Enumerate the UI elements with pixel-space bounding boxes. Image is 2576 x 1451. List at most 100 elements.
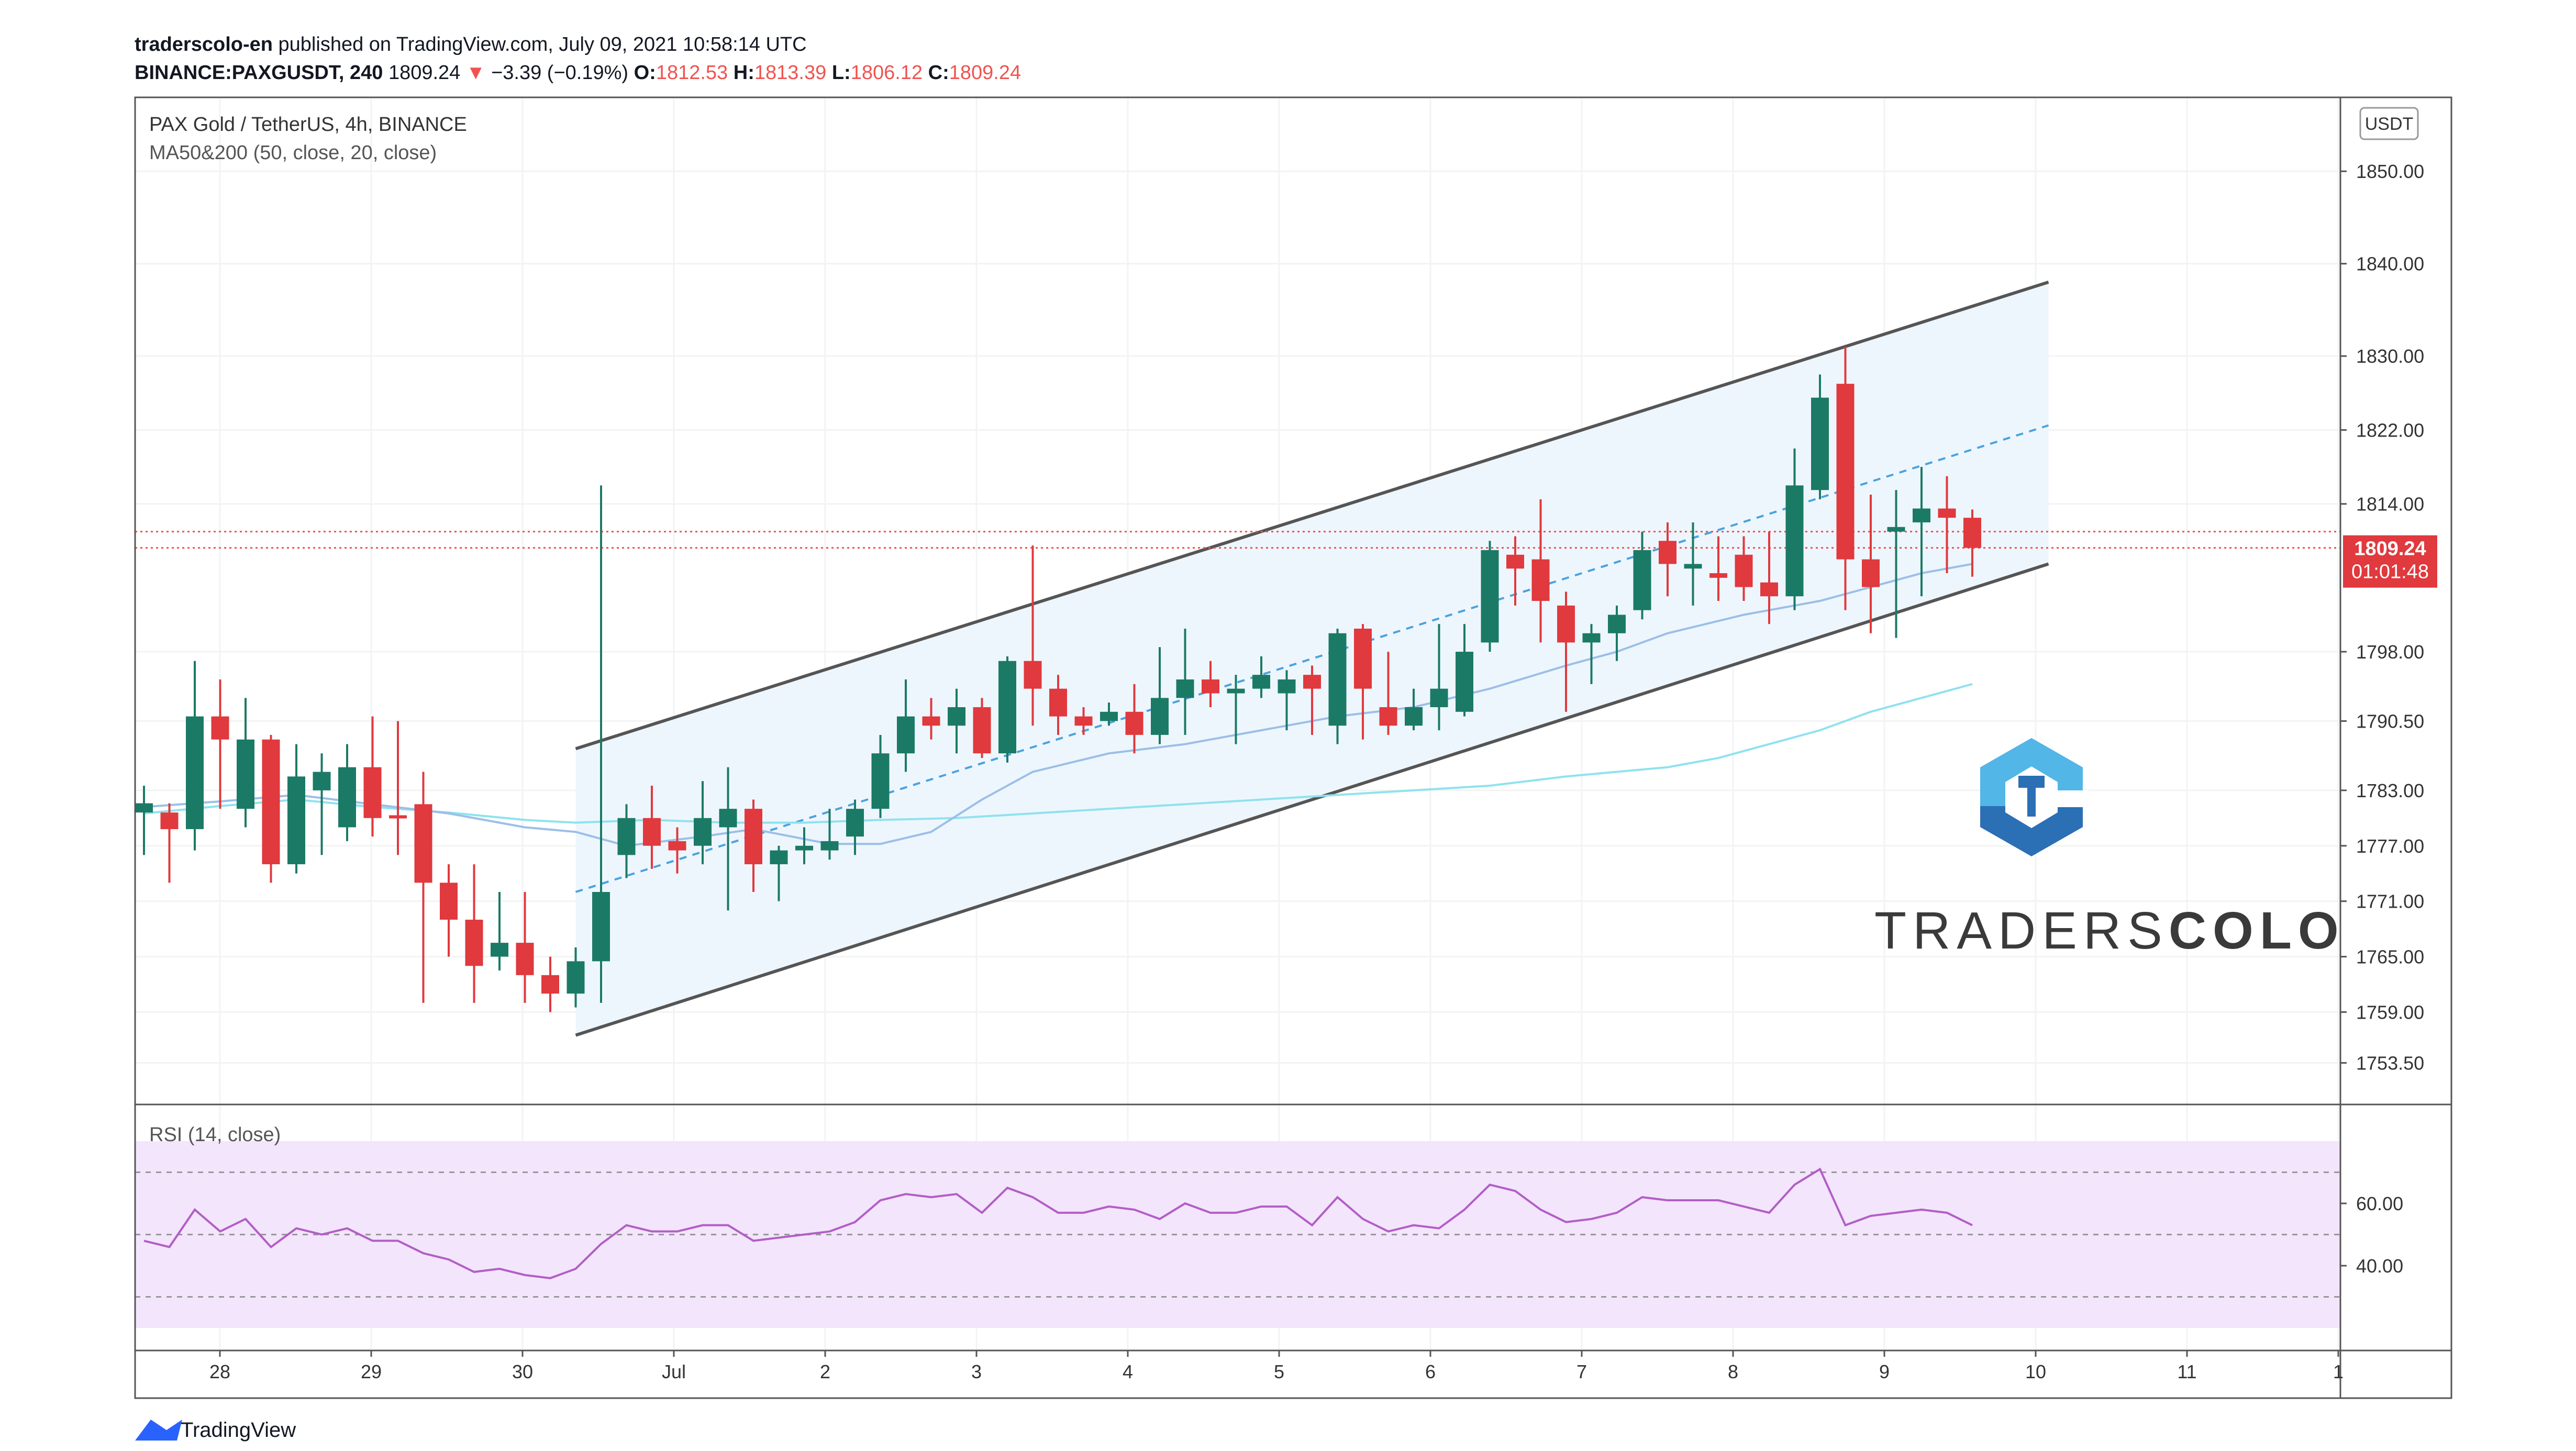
candle-body bbox=[1481, 550, 1499, 643]
publish-line: traderscolo-en published on TradingView.… bbox=[135, 34, 807, 56]
candle-down bbox=[1659, 522, 1676, 597]
candle-body bbox=[1202, 679, 1219, 694]
candle-body bbox=[1024, 661, 1042, 689]
candle-up bbox=[1430, 624, 1448, 731]
candle-down bbox=[1506, 536, 1524, 606]
rsi-ticks: 60.00 40.00 bbox=[2340, 1193, 2403, 1277]
open-label: O: bbox=[634, 62, 656, 84]
candle-body bbox=[338, 767, 356, 828]
candle-up bbox=[871, 734, 890, 818]
candle-body bbox=[745, 809, 762, 865]
rsi-tick-label: 40.00 bbox=[2356, 1255, 2403, 1277]
candle-down bbox=[1531, 499, 1550, 643]
time-tick-label: 3 bbox=[971, 1361, 982, 1382]
time-tick-label: 30 bbox=[512, 1361, 533, 1382]
candle-up bbox=[1328, 628, 1347, 744]
footer-brand[interactable]: TradingView bbox=[181, 1419, 296, 1442]
candle-body bbox=[1811, 397, 1829, 490]
symbol-label: BINANCE:PAXGUSDT, 240 bbox=[135, 62, 383, 84]
candle-up bbox=[287, 744, 305, 874]
channel-fill bbox=[575, 282, 2049, 1035]
brand-light: TRADERS bbox=[1874, 901, 2169, 960]
candle-body bbox=[998, 661, 1016, 754]
last-price-label: 1809.24 bbox=[2354, 538, 2426, 560]
candle-body bbox=[287, 776, 305, 865]
time-tick-label: 9 bbox=[1879, 1361, 1890, 1382]
candle-up bbox=[186, 661, 204, 851]
price-tick-label: 1759.00 bbox=[2356, 1001, 2424, 1023]
candle-body bbox=[1328, 633, 1347, 726]
candle-down bbox=[1836, 347, 1855, 610]
currency-label: USDT bbox=[2365, 114, 2414, 134]
time-axis: 28 29 30 Jul 2 3 4 5 6 7 8 9 10 11 1 bbox=[209, 1350, 2344, 1382]
candle-up bbox=[135, 786, 153, 855]
candle-body bbox=[1862, 559, 1880, 587]
candle-body bbox=[1608, 615, 1626, 633]
candle-body bbox=[694, 818, 712, 846]
price-tick-label: 1822.00 bbox=[2356, 419, 2424, 441]
candle-body bbox=[1709, 573, 1727, 578]
brand-wordmark: TRADERSCOLO bbox=[1874, 901, 2345, 960]
price-tick-label: 1830.00 bbox=[2356, 345, 2424, 367]
regression-channel[interactable] bbox=[575, 281, 2049, 1037]
candle-down bbox=[973, 698, 991, 758]
time-tick-label: 10 bbox=[2025, 1361, 2046, 1382]
candle-body bbox=[1887, 527, 1905, 532]
price-tick-label: 1783.00 bbox=[2356, 780, 2424, 801]
candle-body bbox=[1151, 698, 1169, 735]
candle-up bbox=[491, 892, 508, 971]
currency-badge[interactable] bbox=[2359, 107, 2419, 140]
candle-up bbox=[948, 688, 965, 754]
candle-body bbox=[1100, 711, 1118, 721]
candle-down bbox=[1303, 665, 1321, 735]
candle-up bbox=[1405, 688, 1423, 731]
candle-down bbox=[160, 803, 179, 883]
candle-body bbox=[643, 818, 661, 846]
price-tick-label: 1790.50 bbox=[2356, 710, 2424, 732]
candle-body bbox=[1252, 675, 1270, 689]
candle-down bbox=[389, 721, 407, 855]
candle-body bbox=[948, 707, 965, 726]
candle-body bbox=[897, 716, 915, 754]
candle-up bbox=[719, 767, 737, 911]
candle-down bbox=[1379, 652, 1397, 735]
candle-down bbox=[1760, 531, 1778, 624]
candle-up bbox=[617, 804, 636, 878]
time-tick-label: 8 bbox=[1728, 1361, 1738, 1382]
candle-up bbox=[1481, 541, 1499, 652]
brand-bold: COLO bbox=[2169, 901, 2345, 960]
last-price-badge bbox=[2343, 535, 2437, 588]
candle-body bbox=[592, 892, 610, 962]
candle-up bbox=[1278, 670, 1296, 731]
candle-body bbox=[846, 809, 864, 837]
candles bbox=[135, 347, 1981, 1012]
candle-down bbox=[1557, 591, 1575, 712]
candle-up bbox=[1785, 448, 1804, 610]
tradingview-logo-icon[interactable] bbox=[135, 1420, 182, 1441]
candle-body bbox=[922, 716, 940, 726]
candle-up bbox=[846, 799, 864, 855]
candle-body bbox=[1506, 554, 1524, 569]
time-tick-label: 28 bbox=[209, 1361, 230, 1382]
candle-body bbox=[1557, 605, 1575, 643]
candle-down bbox=[1024, 545, 1042, 726]
last-price: 1809.24 bbox=[388, 62, 461, 84]
candle-body bbox=[160, 812, 179, 829]
candle-up bbox=[1684, 522, 1702, 606]
candle-up bbox=[567, 947, 585, 1008]
candle-down bbox=[541, 956, 559, 1012]
candle-body bbox=[262, 739, 280, 865]
candle-down bbox=[1202, 661, 1219, 707]
candle-body bbox=[1684, 564, 1702, 569]
candle-body bbox=[1659, 541, 1676, 564]
ohlc-line: BINANCE:PAXGUSDT, 240 1809.24 ▼ −3.39 (−… bbox=[135, 62, 1021, 84]
candle-up bbox=[897, 679, 915, 772]
time-tick-label: Jul bbox=[662, 1361, 686, 1382]
candle-body bbox=[465, 919, 483, 966]
candle-body bbox=[363, 767, 382, 818]
candle-up bbox=[237, 698, 254, 828]
candle-down bbox=[1862, 495, 1880, 633]
candle-body bbox=[1379, 707, 1397, 726]
channel-lower-line bbox=[575, 562, 2049, 1037]
